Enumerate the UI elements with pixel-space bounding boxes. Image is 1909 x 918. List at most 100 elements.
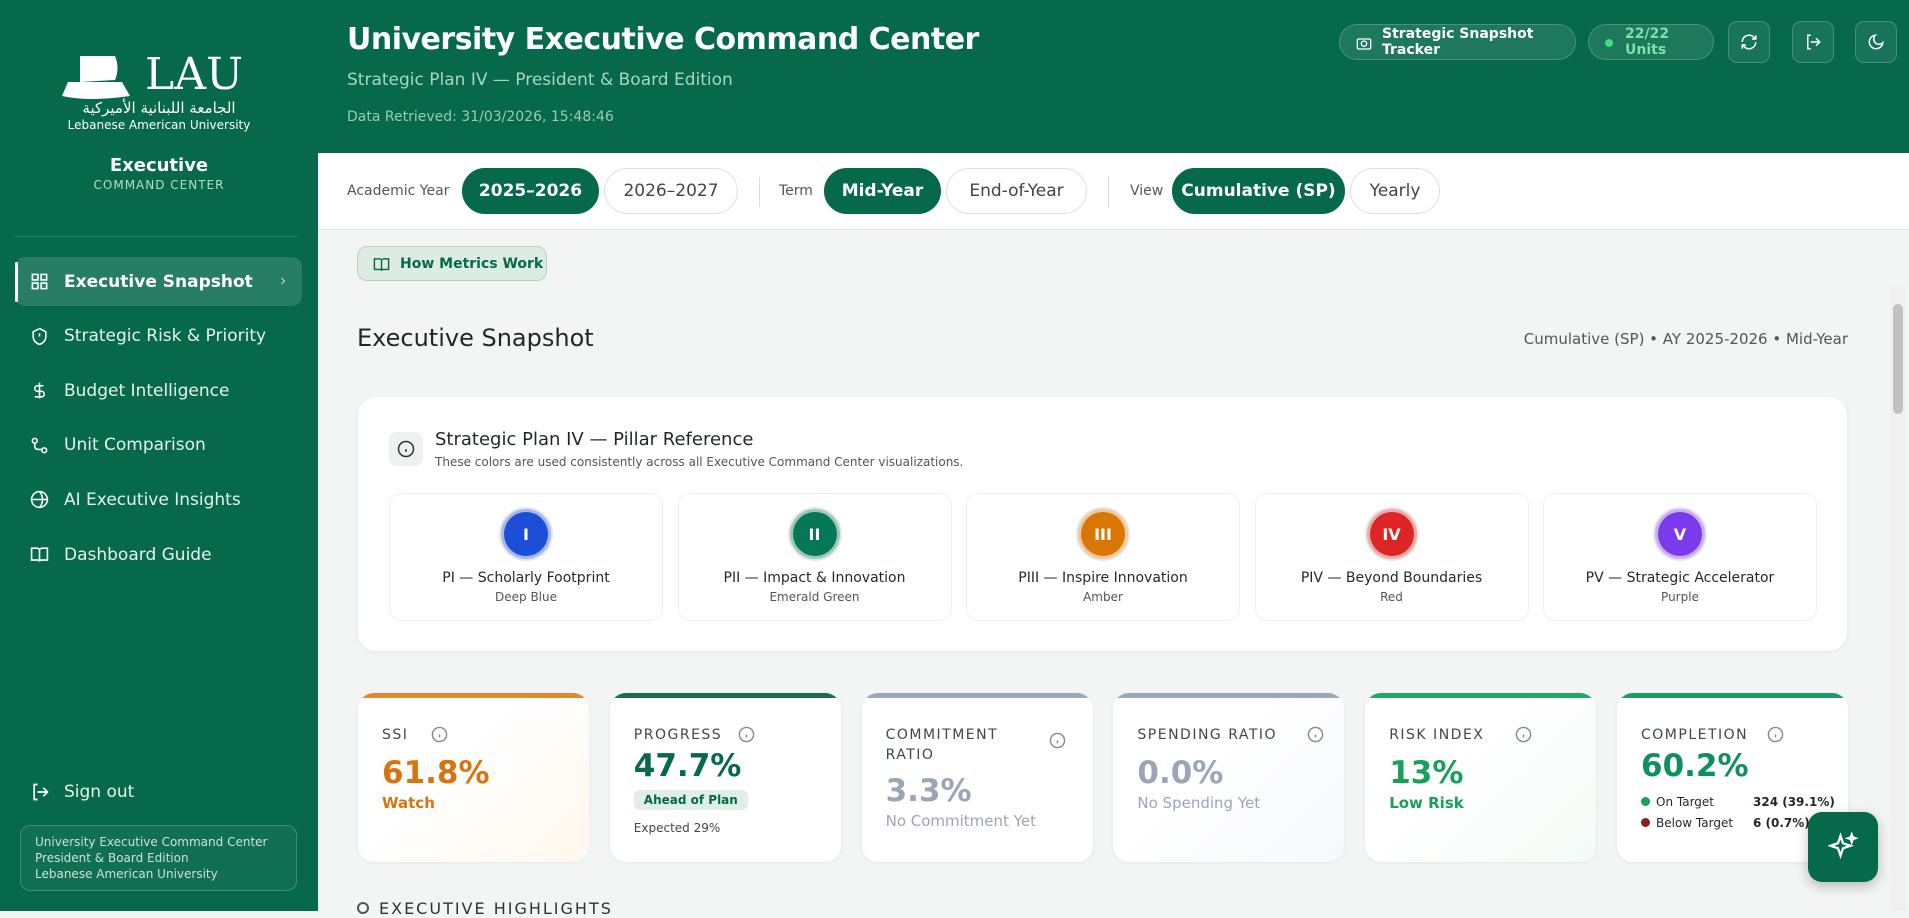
scrollbar-thumb[interactable] <box>1893 304 1903 414</box>
pillar-badge: III <box>1078 509 1128 559</box>
pillar-name: PIII — Inspire Innovation <box>1018 570 1188 586</box>
kpi-label: COMPLETION <box>1641 727 1749 743</box>
logout-button[interactable] <box>1792 21 1834 63</box>
kpi-row-dot <box>1641 797 1650 806</box>
units-label: 22/22 Units <box>1625 26 1670 58</box>
kpi-card: SPENDING RATIO 0.0% No Spending Yet <box>1113 693 1345 862</box>
pillar-name: PIV — Beyond Boundaries <box>1300 570 1483 586</box>
pillar-color-name: Deep Blue <box>495 590 557 604</box>
nav-item[interactable]: Strategic Risk & Priority <box>15 312 302 361</box>
pillar-color-name: Red <box>1380 590 1403 604</box>
units-badge: 22/22 Units <box>1588 24 1714 60</box>
filter-label: Term <box>779 183 813 199</box>
theme-button[interactable] <box>1855 21 1897 63</box>
pillar: IV PIV — Beyond Boundaries Red <box>1254 493 1529 621</box>
kpi-row: On Target 324 (39.1%) <box>1641 795 1848 809</box>
pillar-name: PI — Scholarly Footprint <box>442 570 610 586</box>
pillar-badge: I <box>501 509 551 559</box>
nav-label: AI Executive Insights <box>64 489 241 510</box>
sign-out[interactable]: Sign out <box>15 767 302 816</box>
kpi-status: No Spending Yet <box>1137 794 1261 812</box>
nav-item[interactable]: Budget Intelligence <box>15 366 302 415</box>
pillar-card: Strategic Plan IV — Pillar Reference The… <box>358 397 1847 651</box>
nav-item[interactable]: AI Executive Insights <box>15 475 302 524</box>
ai-fab[interactable] <box>1808 812 1878 882</box>
kpi-row-value: 324 (39.1%) <box>1753 795 1835 809</box>
kpi-info-icon <box>1049 732 1065 749</box>
pillar-color-name: Emerald Green <box>769 590 860 604</box>
kpi-accent <box>358 693 589 698</box>
section-context: Cumulative (SP) • AY 2025-2026 • Mid-Yea… <box>1523 330 1848 348</box>
kpi-row-label: On Target <box>1656 795 1714 809</box>
kpi-row-dot <box>1641 818 1650 827</box>
filter-bar: Academic Year 2025–2026 2026–2027 Term M… <box>318 153 1909 230</box>
refresh-button[interactable] <box>1728 21 1770 63</box>
header-subtitle: Strategic Plan IV — President & Board Ed… <box>347 70 733 90</box>
pillar: V PV — Strategic Accelerator Purple <box>1543 493 1817 621</box>
pillar-card-note: These colors are used consistently acros… <box>435 455 964 469</box>
how-metrics-button[interactable]: How Metrics Work <box>357 246 547 281</box>
pillar-badge: V <box>1655 509 1705 559</box>
kpi-card: RISK INDEX 13% Low Risk <box>1365 693 1597 862</box>
nav-icon <box>34 382 45 399</box>
kpi-info-icon <box>1308 726 1324 743</box>
kpi-row-label: Below Target <box>1656 816 1734 830</box>
filter-chip[interactable]: Cumulative (SP) <box>1172 168 1345 214</box>
pillar-color-name: Purple <box>1661 590 1699 604</box>
logo-arabic: الجامعة اللبنانية الأميركية <box>82 99 236 117</box>
pillar: II PII — Impact & Innovation Emerald Green <box>677 493 952 621</box>
filter-chip[interactable]: Yearly <box>1350 168 1440 214</box>
logo-mark: LAU <box>145 49 244 100</box>
kpi-info-icon <box>431 726 448 743</box>
tracker-button[interactable]: Strategic Snapshot Tracker <box>1339 24 1576 60</box>
filter-chip[interactable]: 2026–2027 <box>604 168 738 214</box>
header-retrieved: Data Retrieved: 31/03/2026, 15:48:46 <box>347 109 614 125</box>
brand-subtitle: COMMAND CENTER <box>93 178 225 192</box>
nav-chevron <box>281 277 286 285</box>
filter-chip[interactable]: Mid-Year <box>824 168 941 214</box>
kpi-label: SPENDING RATIO <box>1137 727 1278 743</box>
kpi-label: PROGRESS <box>633 727 723 743</box>
brand-title: Executive <box>109 155 209 176</box>
kpi-info-icon <box>1767 726 1784 743</box>
pillar: I PI — Scholarly Footprint Deep Blue <box>389 493 663 621</box>
section-heading: Executive Snapshot <box>357 324 594 352</box>
nav-item[interactable]: Dashboard Guide <box>15 530 302 579</box>
sidebar-footer: University Executive Command Center Pres… <box>20 825 297 891</box>
kpi-value: 13% <box>1389 755 1464 791</box>
logo-name: Lebanese American University <box>67 118 251 132</box>
nav-icon <box>30 491 49 509</box>
kpi-accent <box>1365 693 1597 698</box>
kpi-row-value: 6 (0.7%) <box>1753 816 1810 830</box>
kpi-info-icon <box>738 726 755 743</box>
pillar-card-title: Strategic Plan IV — Pillar Reference <box>435 429 754 450</box>
nav-item[interactable]: Executive Snapshot <box>15 257 302 306</box>
tracker-label: Strategic Snapshot Tracker <box>1382 26 1534 58</box>
footer-line: Lebanese American University <box>35 867 218 881</box>
nav-icon <box>31 437 48 454</box>
filter-label: Academic Year <box>347 183 450 199</box>
kpi-value: 60.2% <box>1641 748 1749 784</box>
kpi-value: 47.7% <box>633 748 742 784</box>
kpi-row: Below Target 6 (0.7%) <box>1641 816 1848 830</box>
nav-label: Executive Snapshot <box>64 271 253 292</box>
kpi-value: 61.8% <box>382 755 490 791</box>
pillar-name: PII — Impact & Innovation <box>723 570 906 586</box>
kpi-status: Watch <box>382 794 435 812</box>
kpi-status: No Commitment Yet <box>885 812 1036 830</box>
kpi-badge: Ahead of Plan <box>633 790 748 810</box>
header-title: University Executive Command Center <box>347 22 979 57</box>
how-metrics-label: How Metrics Work <box>400 256 544 272</box>
nav-label: Strategic Risk & Priority <box>64 326 267 347</box>
sign-out-label: Sign out <box>64 781 135 802</box>
filter-label: View <box>1130 183 1164 199</box>
filter-chip[interactable]: End-of-Year <box>946 168 1087 214</box>
logo-ship <box>62 56 130 99</box>
nav-item[interactable]: Unit Comparison <box>15 421 302 470</box>
filter-chip[interactable]: 2025–2026 <box>462 168 599 214</box>
footer-line: President & Board Edition <box>35 851 189 865</box>
scrollbar[interactable] <box>1890 287 1906 911</box>
kpi-accent <box>861 693 1093 698</box>
kpi-card: COMMITMENT RATIO 3.3% No Commitment Yet <box>861 693 1093 862</box>
